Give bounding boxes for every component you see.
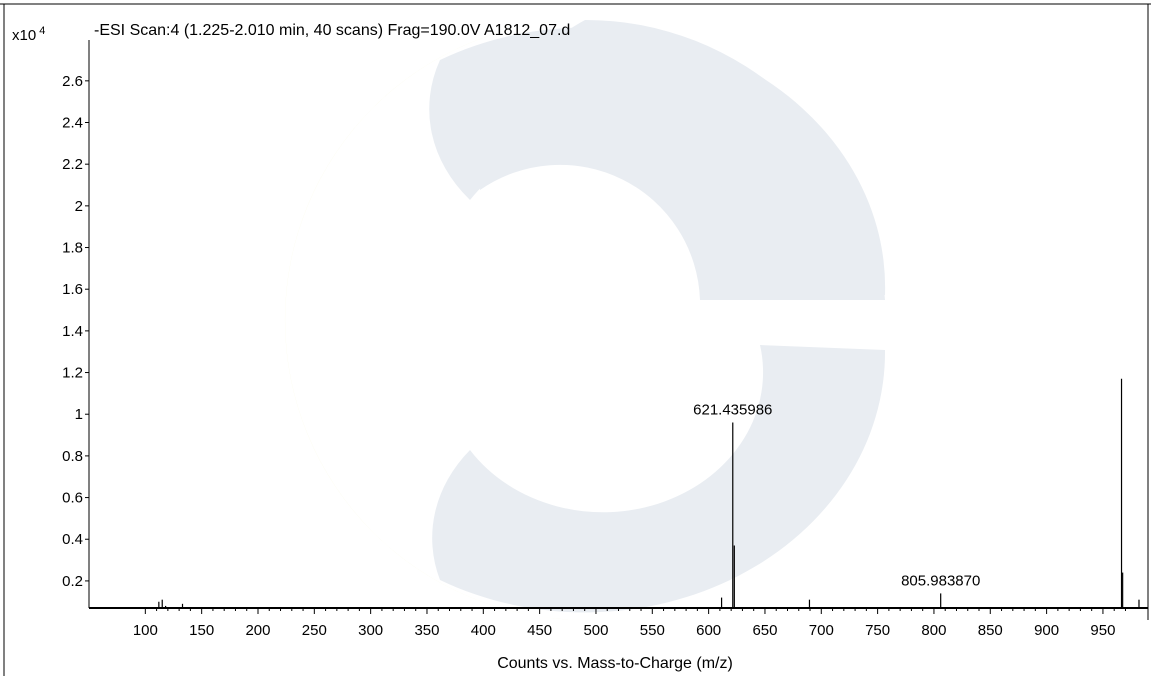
peak-label: 805.983870 <box>901 572 980 589</box>
x-tick-label: 350 <box>414 622 439 639</box>
x-tick-label: 700 <box>809 622 834 639</box>
x-tick-label: 450 <box>527 622 552 639</box>
chart-title: -ESI Scan:4 (1.225-2.010 min, 40 scans) … <box>94 22 570 39</box>
x-tick-label: 400 <box>471 622 496 639</box>
x-tick-label: 600 <box>696 622 721 639</box>
y-tick-label: 2.2 <box>62 156 83 173</box>
watermark-gray-upper <box>429 27 886 300</box>
x-tick-label: 300 <box>358 622 383 639</box>
y-tick-label: 1.2 <box>62 365 83 382</box>
peak-labels: 621.435986 805.983870 <box>693 402 980 590</box>
axes: 0.2 0.4 0.6 0.8 1 1.2 1.4 1.6 1.8 2 2.2 2.4 2.6 100 15… <box>62 40 1148 639</box>
x-tick-label: 950 <box>1090 622 1115 639</box>
x-tick-label: 500 <box>583 622 608 639</box>
x-tick-label: 750 <box>865 622 890 639</box>
y-tick-label: 2.4 <box>62 115 83 132</box>
y-tick-label: 1.6 <box>62 281 83 298</box>
watermark-logo <box>284 19 886 620</box>
peaks <box>158 378 1140 608</box>
x-tick-label: 250 <box>302 622 327 639</box>
x-tick-label: 800 <box>921 622 946 639</box>
watermark-gray-lower <box>432 345 886 613</box>
x-tick-label: 200 <box>245 622 270 639</box>
y-tick-label: 0.8 <box>62 448 83 465</box>
x-axis-label: Counts vs. Mass-to-Charge (m/z) <box>497 655 733 672</box>
x-tick-label: 550 <box>640 622 665 639</box>
y-tick-label: 1 <box>75 406 83 423</box>
y-tick-label: 0.4 <box>62 531 83 548</box>
y-tick-label: 2.6 <box>62 73 83 90</box>
peak-label: 621.435986 <box>693 402 772 419</box>
y-tick-label: 1.4 <box>62 323 83 340</box>
x-tick-label: 900 <box>1034 622 1059 639</box>
x-tick-label: 650 <box>752 622 777 639</box>
y-tick-label: 2 <box>75 198 83 215</box>
y-tick-label: 0.6 <box>62 490 83 507</box>
x-tick-label: 150 <box>189 622 214 639</box>
x-tick-label: 100 <box>133 622 158 639</box>
y-tick-label: 0.2 <box>62 573 83 590</box>
x-tick-label: 850 <box>978 622 1003 639</box>
y-tick-label: 1.8 <box>62 240 83 257</box>
y-multiplier: x10 4 <box>12 25 45 44</box>
